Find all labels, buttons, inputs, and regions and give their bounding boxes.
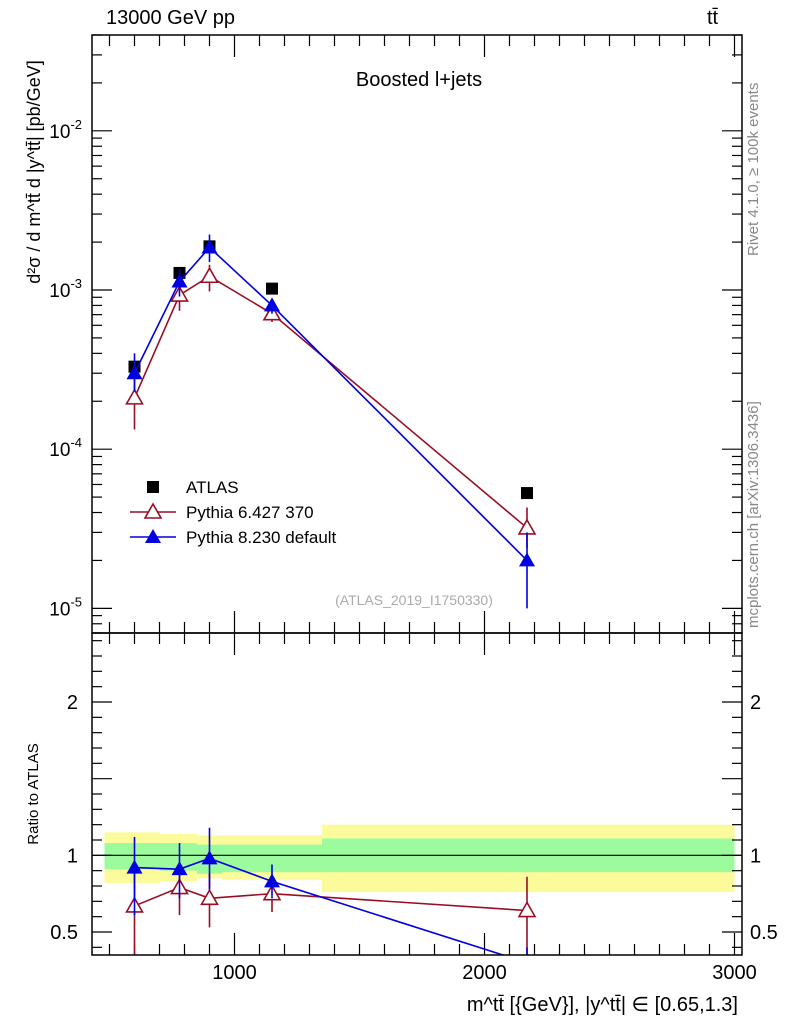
data-point bbox=[126, 365, 143, 380]
ratio-y-tick-label-right: 1 bbox=[750, 845, 761, 867]
ratio-data-point bbox=[264, 873, 280, 888]
legend-marker bbox=[145, 529, 161, 543]
x-tick-label: 3000 bbox=[712, 962, 757, 984]
legend: ATLAS Pythia 6.427 370 Pythia 8.230 defaul… bbox=[130, 478, 337, 547]
main-series-1 bbox=[125, 264, 537, 548]
data-point bbox=[519, 552, 535, 567]
ratio-data-point bbox=[201, 850, 218, 865]
main-series-0 bbox=[128, 240, 533, 500]
main-series-2 bbox=[126, 234, 535, 609]
data-point bbox=[200, 266, 219, 284]
ratio-y-tick-label-left: 1 bbox=[67, 845, 78, 867]
data-point bbox=[521, 487, 533, 500]
y-tick-label: 10-3 bbox=[49, 276, 82, 302]
y-tick-exponent: -5 bbox=[70, 594, 82, 609]
analysis-tag: (ATLAS_2019_I1750330) bbox=[335, 592, 493, 608]
ratio-y-tick-label-right: 0.5 bbox=[750, 922, 778, 944]
ratio-y-axis-label: Ratio to ATLAS bbox=[25, 743, 42, 844]
beam-energy-label: 13000 GeV pp bbox=[106, 7, 235, 29]
legend-marker bbox=[143, 502, 163, 519]
y-tick-exponent: -2 bbox=[70, 117, 82, 132]
data-point bbox=[171, 273, 188, 288]
ratio-y-tick-label-left: 2 bbox=[67, 692, 78, 714]
ratio-data-point bbox=[126, 859, 143, 874]
process-label: tt̄ bbox=[707, 7, 719, 29]
ratio-y-tick-label-right: 2 bbox=[750, 692, 761, 714]
x-tick-label: 2000 bbox=[462, 962, 507, 984]
ratio-plot-frame bbox=[91, 632, 743, 956]
chart-title: Boosted l+jets bbox=[356, 69, 482, 91]
y-tick-label: 10-2 bbox=[49, 117, 82, 143]
ratio-series-1 bbox=[126, 827, 528, 955]
y-tick-label: 10-4 bbox=[49, 435, 82, 461]
data-point bbox=[125, 388, 144, 405]
ratio-data-point bbox=[171, 861, 188, 876]
x-tick-label: 1000 bbox=[212, 962, 257, 984]
data-point bbox=[266, 282, 278, 295]
legend-label: ATLAS bbox=[186, 478, 239, 497]
y-tick-label: 10-5 bbox=[49, 594, 82, 620]
legend-label: Pythia 6.427 370 bbox=[186, 503, 314, 522]
y-tick-exponent: -4 bbox=[70, 435, 82, 450]
mcplots-reference-label: mcplots.cern.ch [arXiv:1306.3436] bbox=[745, 401, 762, 628]
rivet-version-label: Rivet 4.1.0, ≥ 100k events bbox=[745, 82, 762, 256]
legend-label: Pythia 8.230 default bbox=[186, 528, 337, 547]
x-axis-label: m^tt̄ [{GeV}], |y^tt̄| ∈ [0.65,1.3] bbox=[467, 994, 738, 1016]
ratio-data-point bbox=[200, 888, 219, 906]
legend-marker bbox=[147, 481, 159, 493]
y-tick-exponent: -3 bbox=[70, 276, 82, 291]
data-point bbox=[517, 518, 537, 535]
data-point bbox=[201, 239, 218, 254]
ratio-data-point bbox=[517, 900, 537, 918]
data-point bbox=[264, 297, 280, 312]
ratio-y-tick-label-left: 0.5 bbox=[50, 922, 78, 944]
main-y-axis-label: d²σ / d m^tt̄ d |y^tt̄| [pb/GeV] bbox=[24, 60, 44, 283]
